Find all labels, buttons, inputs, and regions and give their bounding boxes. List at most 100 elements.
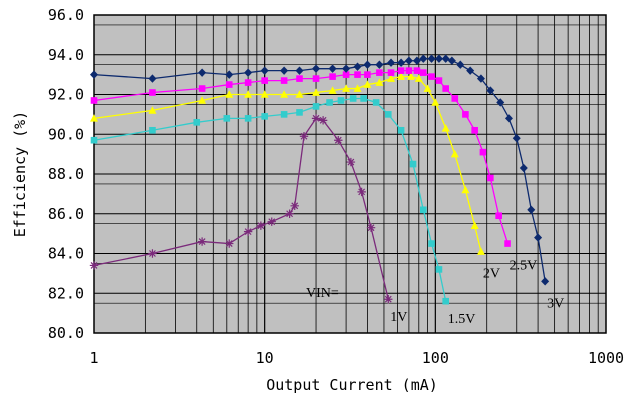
data-point xyxy=(296,75,303,82)
y-tick-labels: 80.0 82.0 84.0 86.0 88.0 90.0 92.0 94.0 96.0 xyxy=(48,6,84,342)
data-point xyxy=(149,126,156,134)
data-point xyxy=(280,66,289,75)
series-label: 2.5V xyxy=(510,259,538,274)
data-point xyxy=(90,97,98,104)
series-line xyxy=(93,58,546,282)
data-point xyxy=(406,72,415,80)
data-point xyxy=(261,77,268,84)
data-point xyxy=(461,185,470,194)
data-point xyxy=(244,79,252,86)
y-tick-label: 92.0 xyxy=(48,86,84,104)
data-point xyxy=(397,72,406,80)
data-point xyxy=(541,277,550,286)
data-point xyxy=(280,111,288,118)
data-point xyxy=(312,64,321,73)
data-point xyxy=(225,81,233,88)
y-tick-label: 80.0 xyxy=(48,324,84,342)
data-point xyxy=(397,67,405,74)
data-point xyxy=(260,66,269,75)
data-point xyxy=(413,67,421,74)
data-point xyxy=(466,66,475,75)
series-1-5v xyxy=(90,95,449,305)
y-axis-title: Efficiency (%) xyxy=(11,111,29,237)
data-point xyxy=(243,227,253,236)
x-tick-label: 1 xyxy=(89,349,98,367)
data-point xyxy=(527,205,536,214)
y-tick-label: 84.0 xyxy=(48,245,84,263)
x-tick-label: 1000 xyxy=(588,349,624,367)
data-point xyxy=(423,84,432,92)
series-3v xyxy=(90,54,550,286)
series-group xyxy=(89,54,550,305)
data-point xyxy=(312,75,320,82)
data-point xyxy=(193,119,201,126)
data-point xyxy=(384,111,392,118)
data-point xyxy=(225,90,234,98)
data-point xyxy=(504,114,513,123)
y-tick-label: 86.0 xyxy=(48,205,84,223)
data-point xyxy=(496,98,505,107)
data-point xyxy=(225,239,234,248)
y-tick-label: 90.0 xyxy=(48,125,84,143)
data-point xyxy=(431,98,440,106)
data-point xyxy=(311,114,321,123)
data-point xyxy=(280,90,289,98)
data-point xyxy=(198,85,206,92)
data-point xyxy=(384,295,393,304)
data-point xyxy=(148,74,157,83)
data-point xyxy=(337,97,345,104)
data-point xyxy=(414,74,423,82)
series-2-5v xyxy=(90,67,511,247)
data-point xyxy=(312,103,320,110)
data-point xyxy=(334,136,343,145)
data-point xyxy=(223,115,231,122)
series-label: 1V xyxy=(390,310,407,325)
data-point xyxy=(295,66,304,75)
data-point xyxy=(471,126,478,134)
data-point xyxy=(353,84,362,92)
x-tick-label: 100 xyxy=(422,349,449,367)
data-point xyxy=(90,114,98,122)
data-point xyxy=(326,99,333,106)
data-point xyxy=(442,297,449,305)
data-point xyxy=(404,56,413,65)
data-point xyxy=(456,60,465,69)
data-point xyxy=(244,68,253,77)
data-point xyxy=(451,95,459,102)
data-point xyxy=(342,84,351,92)
data-point xyxy=(387,69,395,76)
data-point xyxy=(434,54,443,63)
y-tick-label: 94.0 xyxy=(48,46,84,64)
data-point xyxy=(244,115,252,122)
data-point xyxy=(375,78,384,86)
data-point xyxy=(329,73,336,80)
data-point xyxy=(149,89,156,96)
data-point xyxy=(372,99,380,106)
data-point xyxy=(312,88,321,96)
data-point xyxy=(512,134,521,143)
data-point xyxy=(441,124,450,132)
data-point xyxy=(534,233,543,242)
data-point xyxy=(419,69,427,76)
data-point xyxy=(353,62,362,71)
data-point xyxy=(412,56,421,65)
data-point xyxy=(261,113,268,120)
data-point xyxy=(441,54,450,63)
data-point xyxy=(376,69,383,76)
plot-border xyxy=(93,14,607,334)
data-point xyxy=(90,136,98,144)
data-point xyxy=(495,212,502,220)
x-tick-label: 10 xyxy=(256,349,274,367)
data-point xyxy=(342,71,350,78)
data-point xyxy=(470,221,479,229)
data-point xyxy=(349,95,357,102)
data-point xyxy=(198,96,207,104)
data-point xyxy=(280,77,288,84)
data-point xyxy=(366,223,376,232)
data-point xyxy=(148,106,157,114)
data-point xyxy=(328,86,337,94)
data-point xyxy=(354,71,361,78)
data-point xyxy=(479,148,487,156)
data-point xyxy=(267,217,276,226)
